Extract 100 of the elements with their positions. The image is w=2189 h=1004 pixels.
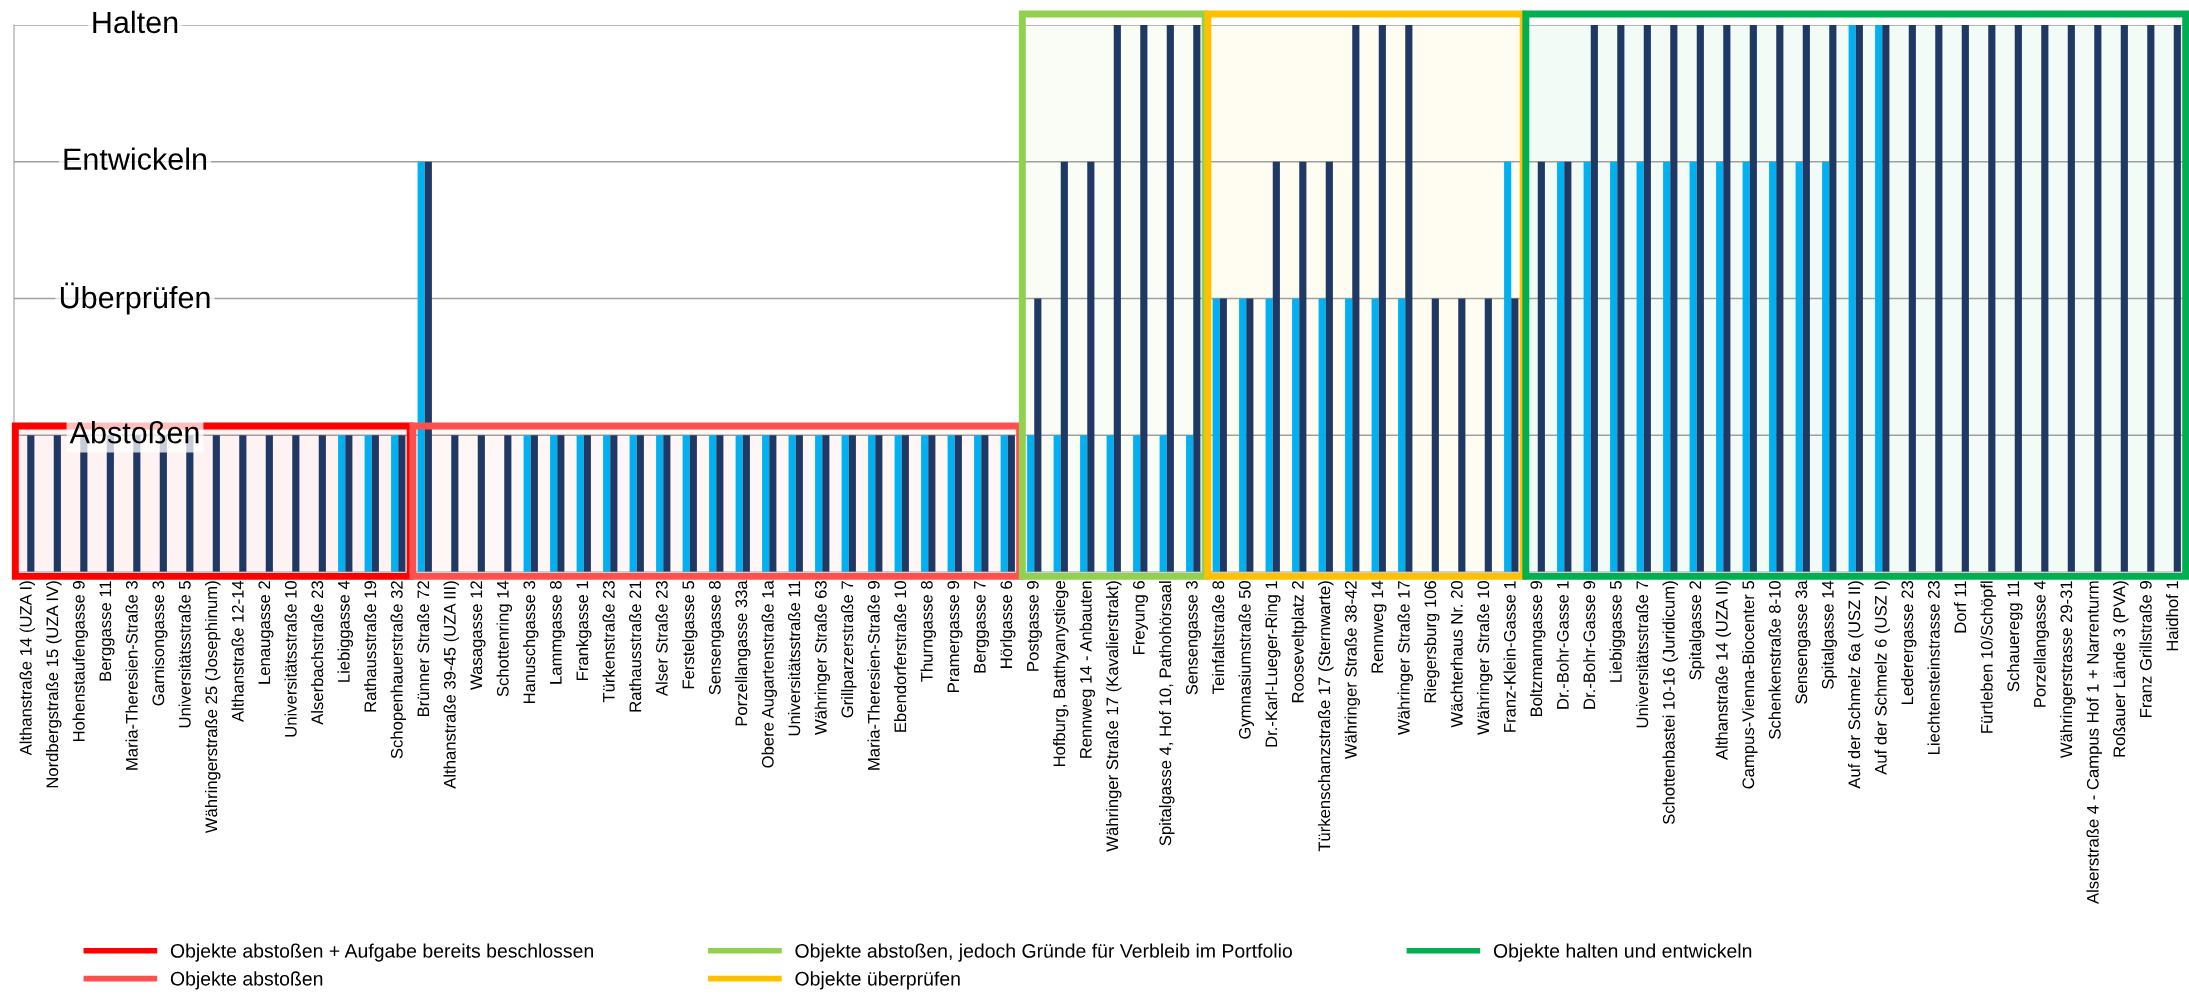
bar [391, 435, 399, 572]
bar [901, 435, 909, 572]
x-tick-label: Schottenbastei 10-16 (Juridicum) [1662, 581, 1679, 825]
x-tick-label: Liebiggasse 5 [1609, 581, 1626, 682]
bar [1723, 25, 1731, 572]
bar [1617, 25, 1625, 572]
bar [1696, 25, 1704, 572]
x-tick-label: Dr.-Bohr-Gasse 9 [1582, 581, 1596, 709]
bar [1299, 161, 1307, 572]
legend-label: Objekte überprüfen [795, 971, 960, 990]
bar [629, 435, 637, 572]
bar [1398, 298, 1406, 572]
bar [1431, 298, 1439, 572]
x-tick-label: Türkenstraße 23 [602, 581, 615, 703]
bar [1080, 435, 1088, 572]
x-tick-label: Franz Grillstraße 9 [2139, 581, 2152, 717]
x-tick-label: Dr.-Bohr-Gasse 1 [1556, 581, 1569, 709]
bar [523, 435, 531, 572]
x-tick-label: Garnisongasse 3 [151, 581, 168, 706]
x-tick-label: Postgasse 9 [1026, 581, 1043, 671]
bar [1378, 25, 1386, 572]
bar [822, 435, 830, 572]
bar [1106, 435, 1114, 572]
bar [1133, 435, 1141, 572]
x-tick-label: Alserstraße 4 - Campus Hof 1 + Narrenturm [2086, 581, 2103, 904]
bar [583, 435, 591, 572]
x-tick-label: Währinger Straße 63 [814, 581, 831, 735]
bar [1557, 161, 1565, 572]
x-tick-label: Alser Straße 23 [655, 581, 668, 697]
x-tick-label: Ferstelgasse 5 [681, 581, 698, 689]
bar [682, 435, 690, 572]
bar [239, 435, 247, 572]
x-tick-label: Boltzmanngasse 9 [1529, 581, 1546, 717]
x-tick-label: Schottenring 14 [496, 580, 513, 697]
x-tick-label: Wächterhaus Nr. 20 [1450, 580, 1463, 728]
bar [424, 161, 432, 572]
bar [27, 435, 35, 572]
bar [788, 435, 796, 572]
bar [530, 435, 538, 572]
x-tick-label: Riegersburg 106 [1423, 581, 1440, 703]
x-tick-label: Schopenhauerstraße 32 [390, 581, 407, 759]
bar [2014, 25, 2022, 572]
x-tick-label: Freyung 6 [1132, 581, 1149, 654]
legend-label: Objekte abstoßen [170, 971, 323, 990]
bar [2120, 25, 2128, 572]
bar [1670, 25, 1678, 572]
bar [894, 435, 902, 572]
bar [1113, 25, 1121, 572]
x-tick-label: Althanstraße 14 (UZA I) [19, 581, 36, 756]
bar [735, 435, 743, 572]
bar [742, 435, 750, 572]
bar [1742, 161, 1750, 572]
bar [1643, 25, 1651, 572]
bar [1212, 298, 1220, 572]
bar [1795, 161, 1803, 572]
x-tick-label: Universitätsstraße 10 [284, 580, 297, 737]
x-tick-label: Althanstraße 39-45 (UZA III) [443, 581, 460, 789]
legend-label: Objekte abstoßen, jedoch Gründe für Verbleib im Portfolio [795, 943, 1292, 962]
bar [1140, 25, 1148, 572]
bar [1193, 25, 1201, 572]
bar [663, 435, 671, 572]
x-tick-label: Maria-Theresien-Straße 3 [125, 581, 138, 770]
bar [1265, 298, 1273, 572]
bar [815, 435, 823, 572]
x-tick-label: Fürtleben 10/Schöpfl [1980, 581, 1997, 733]
bar [1882, 25, 1890, 572]
bar [1610, 161, 1618, 572]
bar [1484, 298, 1492, 572]
x-tick-label: Sensengasse 3 [1185, 581, 1202, 695]
x-tick-label: Berggasse 11 [99, 581, 115, 681]
bar [1749, 25, 1757, 572]
bar [841, 435, 849, 572]
x-tick-label: Schenkenstraße 8-10 [1768, 580, 1781, 739]
bar [1405, 25, 1413, 572]
bar [1325, 161, 1333, 572]
bar [477, 435, 485, 572]
bar [1000, 435, 1008, 572]
bar [1458, 298, 1466, 572]
bar [603, 435, 611, 572]
x-tick-label: Porzellangasse 4 [2033, 580, 2050, 707]
bar [928, 435, 936, 572]
x-tick-label: Spitalgasse 14 [1821, 580, 1838, 689]
bar [1027, 435, 1035, 572]
bar [1034, 298, 1042, 572]
x-tick-label: Währingerstraße 25 (Josephinum) [204, 581, 221, 834]
x-tick-label: Teinfaltstraße 8 [1211, 581, 1225, 694]
bar [1504, 161, 1512, 572]
bar [557, 435, 565, 572]
bar [689, 435, 697, 572]
bar [212, 435, 220, 572]
bar [1186, 435, 1194, 572]
x-tick-label: Hohenstaufengasse 9 [72, 581, 89, 742]
x-tick-label: Dorf 11 [1954, 581, 1967, 633]
x-tick-label: Berggasse 7 [974, 581, 990, 673]
bar [1219, 298, 1227, 572]
x-tick-label: Hofburg, Batthyanystiege [1052, 581, 1069, 767]
x-tick-label: Rathausstraße 21 [628, 581, 642, 712]
bar [1716, 161, 1724, 572]
bar [451, 435, 459, 572]
x-tick-label: Frankgasse 1 [575, 581, 592, 680]
